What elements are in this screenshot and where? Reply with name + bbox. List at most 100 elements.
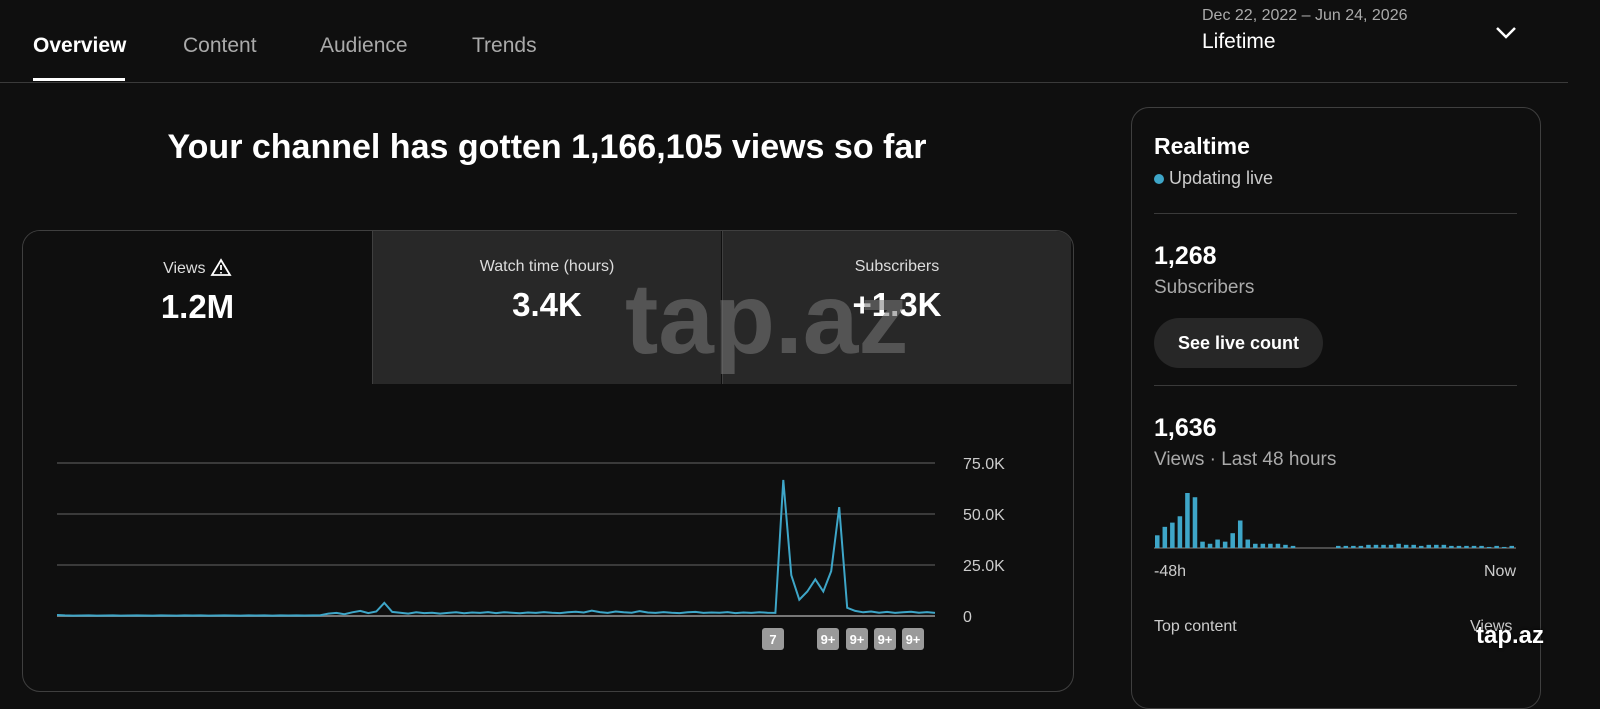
metric-value: +1.3K — [852, 286, 942, 323]
bar — [1260, 543, 1266, 548]
tab[interactable]: Trends — [472, 34, 537, 57]
bar — [1200, 541, 1205, 548]
bar — [1403, 544, 1409, 548]
bar — [1336, 545, 1341, 548]
bar — [1441, 544, 1447, 548]
annotation-badge[interactable]: 9+ — [902, 628, 924, 650]
views-line — [56, 479, 936, 617]
bar — [1192, 497, 1198, 548]
x-label: Now — [1484, 563, 1516, 580]
bar — [1162, 526, 1168, 548]
metric-value: 3.4K — [512, 286, 582, 323]
tab[interactable]: Overview — [33, 34, 127, 57]
bar — [1177, 516, 1183, 548]
bar — [1388, 544, 1394, 548]
badge-label: 9+ — [906, 632, 921, 647]
bar — [1373, 544, 1379, 548]
tab-indicator — [33, 78, 125, 81]
bar — [1426, 544, 1432, 548]
y-tick-label: 25.0K — [963, 558, 1005, 575]
tab[interactable]: Audience — [320, 34, 408, 57]
warning-icon — [210, 258, 232, 276]
subscriber-label: Subscribers — [1154, 277, 1255, 298]
realtime-status: Updating live — [1154, 168, 1273, 189]
views-chart: 0 25.0K 50.0K 75.0K 7 9+ 9+ 9+ 9+ — [56, 456, 1005, 650]
bar — [1494, 545, 1499, 548]
bar — [1358, 545, 1364, 548]
divider — [1154, 385, 1517, 386]
bar — [1245, 539, 1251, 548]
bar — [1290, 545, 1296, 548]
annotation-badge[interactable]: 7 — [762, 628, 784, 650]
bar — [1351, 545, 1356, 548]
bar — [1434, 544, 1439, 548]
bar — [1381, 544, 1386, 548]
bar — [1343, 545, 1349, 548]
badge-bg — [817, 628, 839, 650]
annotation-badge[interactable]: 9+ — [817, 628, 839, 650]
annotation-badge[interactable]: 9+ — [874, 628, 896, 650]
page: Overview Content Audience Trends Dec 22,… — [0, 7, 1568, 709]
bar — [1283, 544, 1288, 548]
date-range[interactable]: Dec 22, 2022 – Jun 24, 2026 — [1202, 7, 1408, 24]
date-range-label[interactable]: Lifetime — [1202, 30, 1276, 53]
badge-bg — [874, 628, 896, 650]
badge-label: 9+ — [850, 632, 865, 647]
status-text: Updating live — [1169, 168, 1274, 188]
divider — [1154, 213, 1517, 214]
realtime-chart: -48h Now — [1154, 493, 1516, 580]
y-tick-label: 0 — [963, 609, 972, 626]
bar — [1207, 543, 1213, 548]
bar — [1501, 546, 1507, 548]
bar — [1464, 545, 1469, 548]
headline: Your channel has gotten 1,166,105 views … — [167, 128, 927, 166]
bar — [1230, 533, 1235, 548]
realtime-title: Realtime — [1154, 133, 1250, 159]
header-divider — [0, 82, 1568, 83]
bar — [1471, 545, 1477, 548]
views-count: 1,636 — [1154, 414, 1217, 442]
bar — [1222, 541, 1228, 548]
bar — [1449, 545, 1454, 548]
bar — [1268, 543, 1273, 548]
bar — [1253, 543, 1258, 548]
badge-label: 7 — [769, 632, 776, 647]
badge-bg — [762, 628, 784, 650]
top-content-metric: Views — [1470, 618, 1513, 635]
watermark: tap.az — [625, 263, 909, 375]
metric-tab[interactable]: Views 1.2M — [23, 231, 372, 384]
bar — [1411, 544, 1416, 548]
y-tick-label: 50.0K — [963, 507, 1005, 524]
top-content-label: Top content — [1154, 618, 1237, 635]
subscriber-count: 1,268 — [1154, 242, 1217, 270]
metric-tab[interactable]: Watch time (hours) 3.4K — [372, 231, 721, 384]
annotation-badge[interactable]: 9+ — [846, 628, 868, 650]
badge-bg — [846, 628, 868, 650]
bar — [1170, 522, 1175, 548]
bar — [1418, 545, 1424, 548]
bar — [1396, 543, 1401, 548]
badge-label: 9+ — [821, 632, 836, 647]
bar — [1479, 545, 1484, 548]
bar — [1275, 543, 1281, 548]
metric-label: Subscribers — [854, 258, 940, 275]
metric-label: Views — [163, 260, 206, 277]
bar — [1215, 539, 1220, 548]
bar — [1155, 535, 1160, 548]
metric-value: 1.2M — [160, 288, 235, 325]
y-tick-label: 75.0K — [963, 456, 1005, 473]
metric-label: Watch time (hours) — [479, 258, 615, 275]
dropdown-icon[interactable] — [1494, 24, 1518, 42]
bar — [1456, 545, 1462, 548]
bar — [1486, 546, 1492, 548]
tab[interactable]: Content — [183, 34, 257, 57]
views-label: Views · Last 48 hours — [1154, 449, 1337, 470]
live-count-button[interactable]: See live count — [1154, 318, 1323, 368]
bar — [1185, 493, 1190, 548]
watermark: tap.az — [1476, 622, 1545, 649]
bar — [1509, 545, 1514, 548]
badge-label: 9+ — [878, 632, 893, 647]
bar — [1366, 544, 1371, 548]
badge-bg — [902, 628, 924, 650]
metric-tab[interactable]: Subscribers +1.3K — [722, 231, 1071, 384]
